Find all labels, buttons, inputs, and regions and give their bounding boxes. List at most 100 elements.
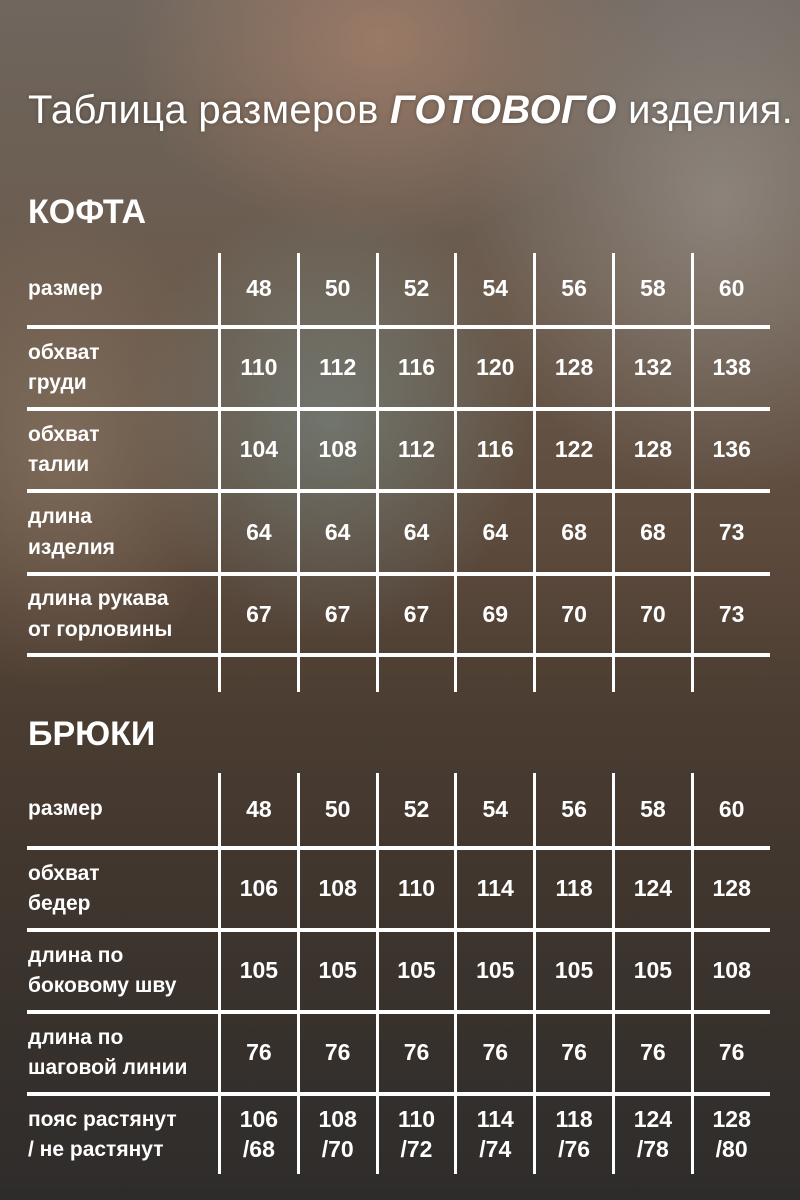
table-row: длина по шаговой линии 76 76 76 76 76 76 76: [27, 1014, 770, 1096]
table-cell: 110: [218, 329, 297, 407]
table-cell: 136: [690, 411, 770, 489]
table-cell: 128: [690, 850, 770, 928]
table-cell: 56: [533, 773, 612, 846]
table-cell: 60: [690, 253, 770, 325]
table-cell: 50: [296, 773, 376, 846]
table-row: обхват бедер 106 108 110 114 118 124 128: [27, 850, 770, 932]
table-cell: 110: [375, 850, 455, 928]
size-table-bryuki: размер 48 50 52 54 56 58 60 обхват бедер 106 108 11…: [27, 773, 770, 1174]
table-cell: 54: [454, 773, 533, 846]
table-cell: 76: [375, 1014, 455, 1092]
section-heading-kofta: КОФТА: [28, 193, 147, 231]
table-row: длина рукава от горловины 67 67 67 69 70 70 73: [27, 576, 770, 657]
size-table-kofta: размер 48 50 52 54 56 58 60 обхват груди 110 112 11…: [27, 253, 770, 692]
table-cell: [690, 657, 770, 692]
table-cell: 50: [296, 253, 376, 325]
row-label: длина изделия: [28, 505, 115, 559]
row-label: размер: [28, 797, 103, 821]
table-cell: 112: [375, 411, 455, 489]
table-cell: 128 /80: [690, 1096, 770, 1174]
row-label: длина по боковому шву: [28, 943, 177, 997]
table-cell: 69: [454, 576, 533, 653]
table-cell: 58: [611, 253, 691, 325]
row-label: размер: [28, 276, 103, 300]
table-cell: 76: [690, 1014, 770, 1092]
table-cell: 64: [218, 493, 297, 572]
table-cell: 56: [533, 253, 612, 325]
row-label: пояс растянут / не растянут: [28, 1107, 177, 1161]
table-cell: 105: [533, 932, 612, 1010]
table-cell: 76: [533, 1014, 612, 1092]
table-row: обхват талии 104 108 112 116 122 128 136: [27, 411, 770, 493]
page-title: Таблица размеров ГОТОВОГО изделия.: [28, 88, 794, 132]
table-cell: 114 /74: [454, 1096, 533, 1174]
table-cell: 73: [690, 493, 770, 572]
table-cell: 105: [296, 932, 376, 1010]
table-cell: 138: [690, 329, 770, 407]
table-cell: 70: [611, 576, 691, 653]
table-cell: 118: [533, 850, 612, 928]
table-cell: 105: [375, 932, 455, 1010]
row-label: обхват груди: [28, 340, 100, 394]
table-row: пояс растянут / не растянут 106 /68 108 /7…: [27, 1096, 770, 1174]
table-cell: 108: [690, 932, 770, 1010]
table-cell: 110 /72: [375, 1096, 455, 1174]
table-cell: 60: [690, 773, 770, 846]
table-cell: 52: [375, 253, 455, 325]
table-cell: 52: [375, 773, 455, 846]
table-cell: 48: [218, 253, 297, 325]
table-cell: [218, 657, 297, 692]
table-cell: 106: [218, 850, 297, 928]
table-cell: 108: [296, 411, 376, 489]
table-cell: 64: [375, 493, 455, 572]
table-cell: 67: [218, 576, 297, 653]
row-label: обхват талии: [28, 422, 100, 476]
table-cell: 104: [218, 411, 297, 489]
table-cell: 70: [533, 576, 612, 653]
table-cell: 108 /70: [296, 1096, 376, 1174]
table-cell: 112: [296, 329, 376, 407]
table-cell: 68: [533, 493, 612, 572]
row-label: обхват бедер: [28, 861, 100, 915]
table-cell: 116: [454, 411, 533, 489]
table-row: размер 48 50 52 54 56 58 60: [27, 773, 770, 850]
table-cell: 124: [611, 850, 691, 928]
table-cell: 64: [454, 493, 533, 572]
table-row: [27, 657, 770, 692]
table-cell: 122: [533, 411, 612, 489]
table-cell: 73: [690, 576, 770, 653]
table-cell: 67: [296, 576, 376, 653]
table-cell: 132: [611, 329, 691, 407]
table-row: размер 48 50 52 54 56 58 60: [27, 253, 770, 329]
table-cell: [454, 657, 533, 692]
table-cell: 68: [611, 493, 691, 572]
table-cell: 67: [375, 576, 455, 653]
table-cell: 118 /76: [533, 1096, 612, 1174]
table-cell: 64: [296, 493, 376, 572]
row-label: длина рукава от горловины: [28, 587, 173, 641]
table-cell: 58: [611, 773, 691, 846]
table-cell: 76: [454, 1014, 533, 1092]
table-cell: [533, 657, 612, 692]
table-row: обхват груди 110 112 116 120 128 132 138: [27, 329, 770, 411]
table-cell: 128: [533, 329, 612, 407]
table-cell: 128: [611, 411, 691, 489]
table-row: длина изделия 64 64 64 64 68 68 73: [27, 493, 770, 576]
section-heading-bryuki: БРЮКИ: [28, 715, 156, 753]
table-cell: 48: [218, 773, 297, 846]
table-cell: 114: [454, 850, 533, 928]
table-cell: 105: [454, 932, 533, 1010]
table-cell: 76: [611, 1014, 691, 1092]
table-cell: 105: [611, 932, 691, 1010]
table-cell: 76: [296, 1014, 376, 1092]
table-cell: 120: [454, 329, 533, 407]
table-cell: 105: [218, 932, 297, 1010]
table-row: длина по боковому шву 105 105 105 105 105 105 1…: [27, 932, 770, 1014]
row-label: [27, 657, 218, 692]
table-cell: 108: [296, 850, 376, 928]
table-cell: [296, 657, 376, 692]
table-cell: 54: [454, 253, 533, 325]
table-cell: 106 /68: [218, 1096, 297, 1174]
row-label: длина по шаговой линии: [28, 1025, 188, 1079]
table-cell: 116: [375, 329, 455, 407]
